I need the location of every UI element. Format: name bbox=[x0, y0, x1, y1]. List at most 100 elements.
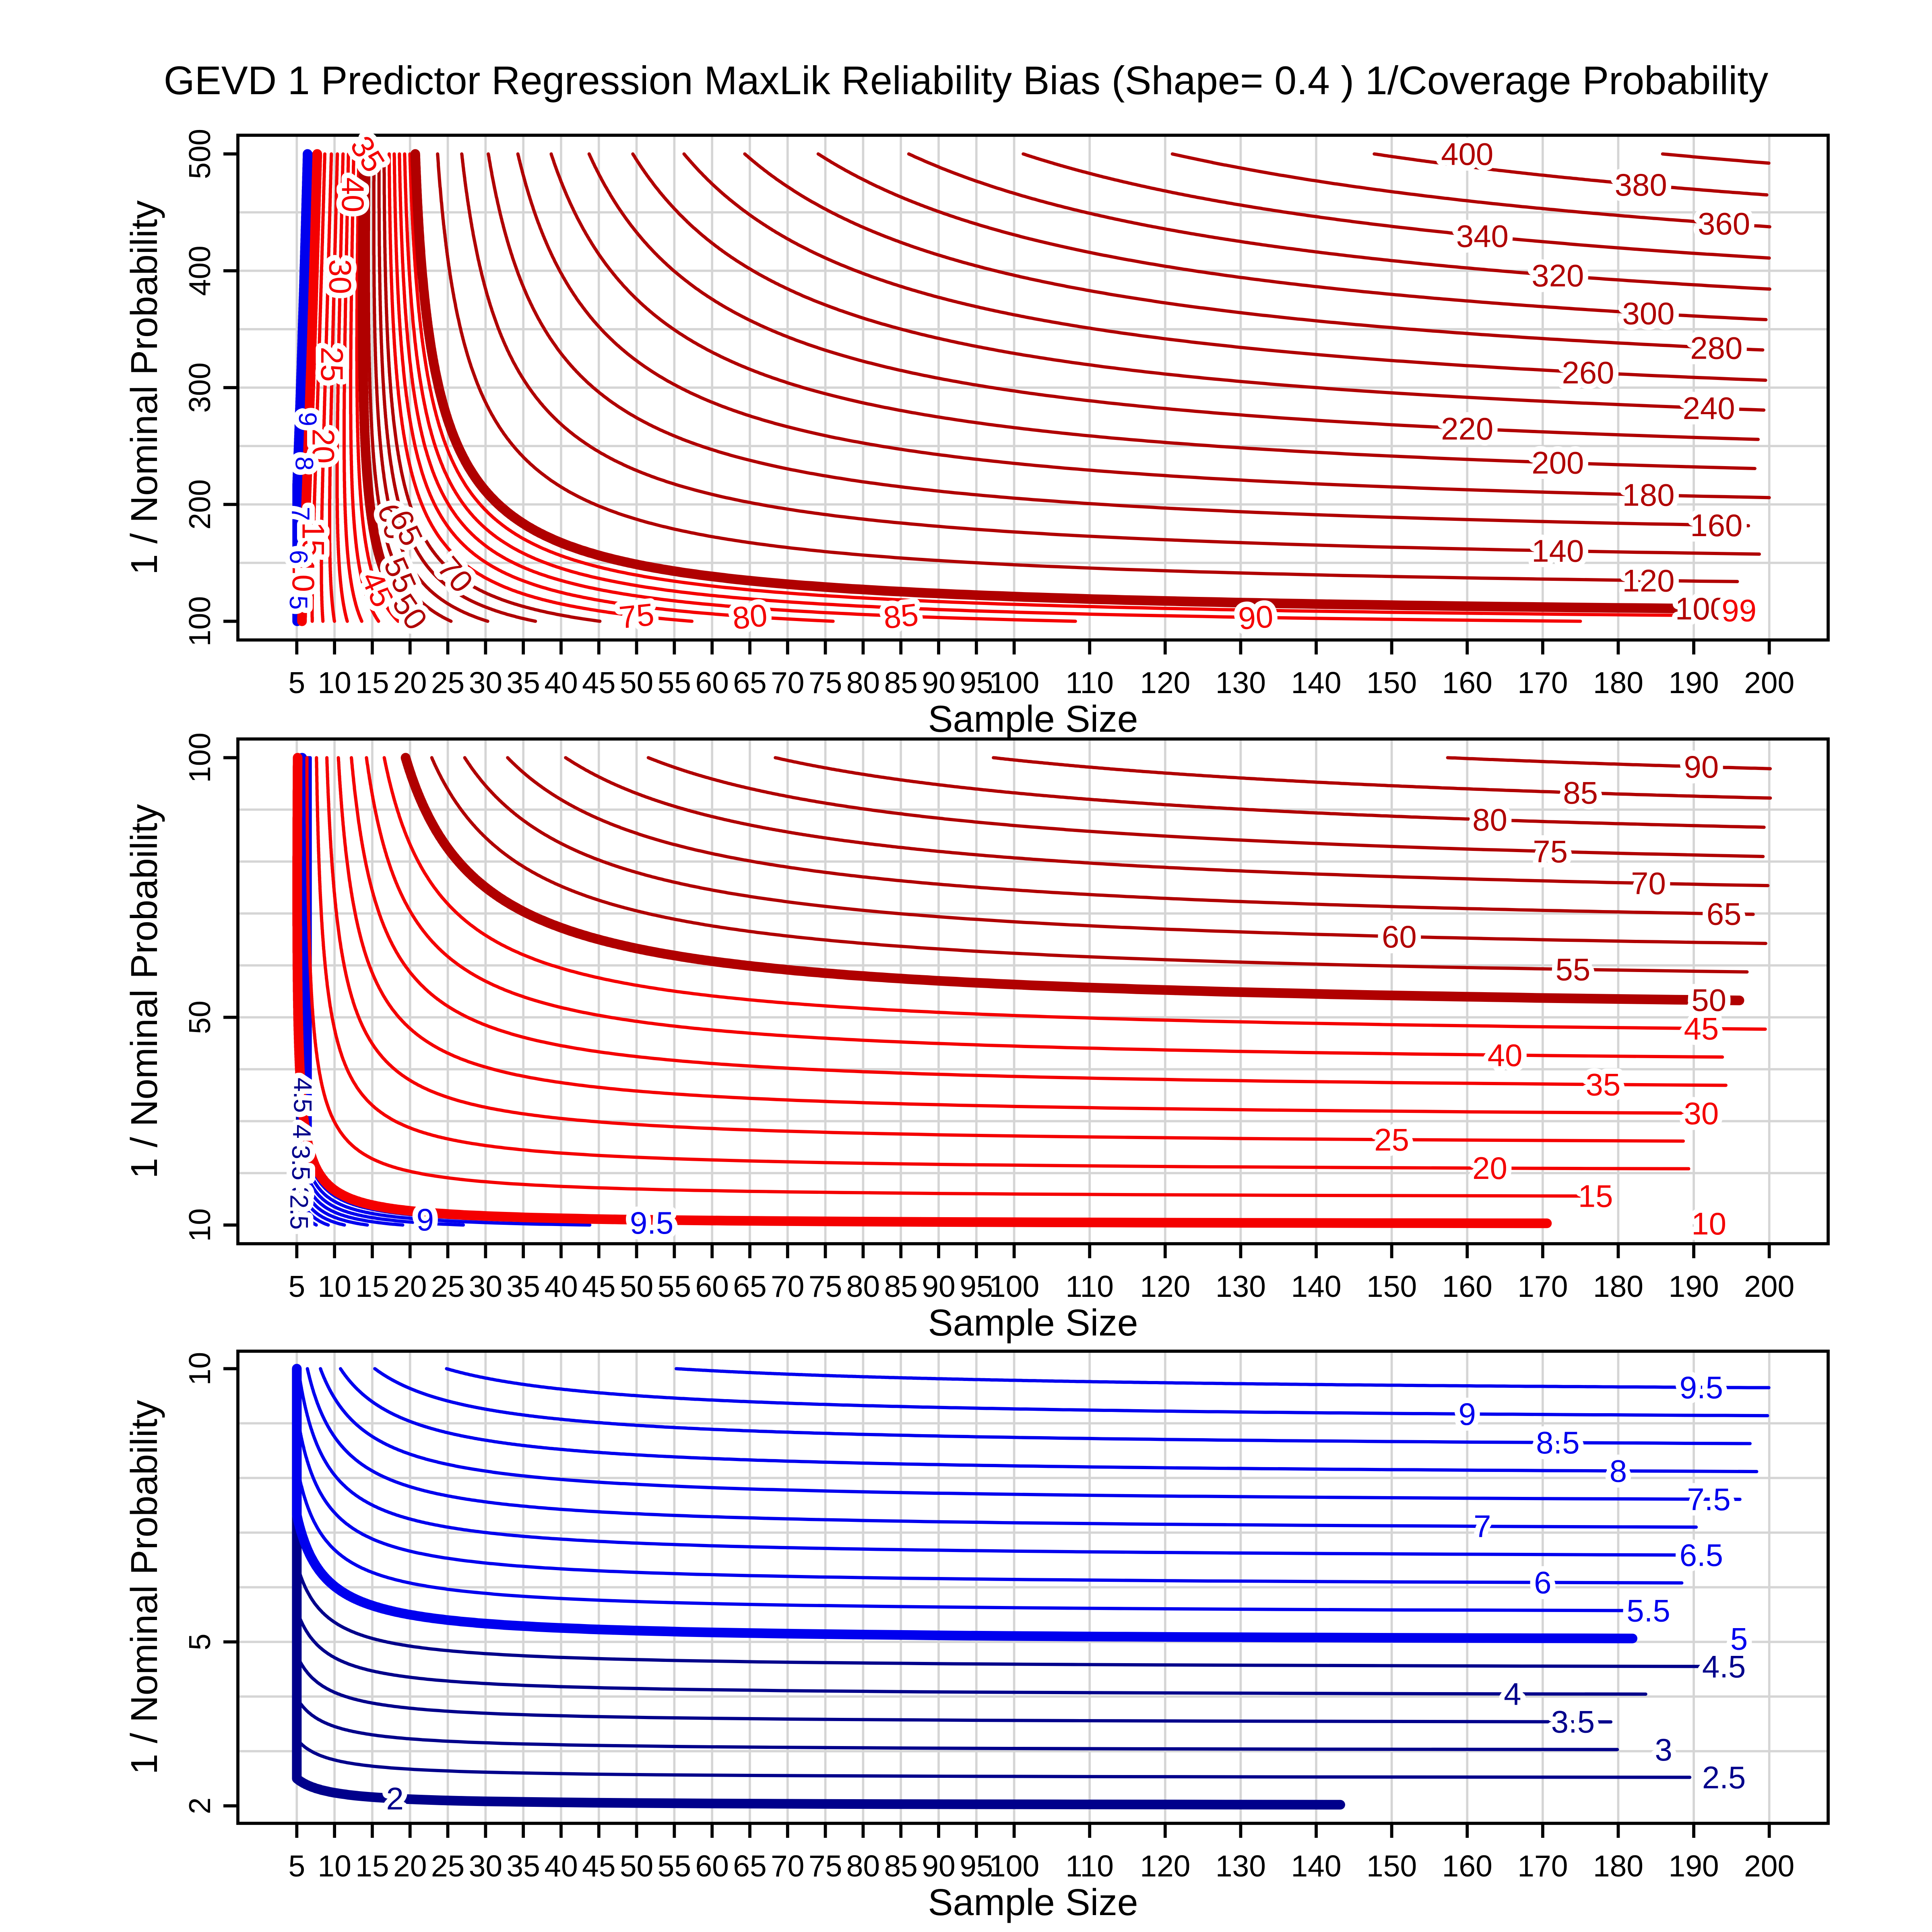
x-tick-label: 130 bbox=[1216, 1269, 1266, 1303]
x-tick-label: 75 bbox=[809, 1269, 842, 1303]
x-tick-label: 150 bbox=[1366, 666, 1417, 700]
contour-label: 20 bbox=[306, 429, 341, 464]
contour-line bbox=[292, 753, 1552, 1228]
x-tick-label: 25 bbox=[431, 1269, 464, 1303]
x-tick-label: 45 bbox=[582, 1849, 615, 1883]
x-tick-label: 200 bbox=[1744, 1269, 1794, 1303]
x-tick-label: 110 bbox=[1065, 1269, 1114, 1303]
contour-label: 3.5 bbox=[287, 1145, 315, 1181]
x-tick-label: 40 bbox=[544, 1269, 578, 1303]
contour-label: 30 bbox=[1684, 1096, 1719, 1131]
y-axis-title: 1 / Nominal Probability bbox=[123, 200, 165, 575]
contour-label: 30 bbox=[322, 259, 358, 294]
x-tick-label: 30 bbox=[469, 666, 502, 700]
x-tick-label: 40 bbox=[544, 1849, 578, 1883]
x-tick-label: 160 bbox=[1442, 1849, 1492, 1883]
contour-label: 7.5 bbox=[1687, 1482, 1730, 1517]
y-tick-label: 10 bbox=[183, 1208, 217, 1242]
contour-line bbox=[410, 149, 1752, 614]
x-tick-label: 90 bbox=[922, 1269, 955, 1303]
x-tick-label: 20 bbox=[393, 666, 427, 700]
contour-line bbox=[365, 756, 1724, 1059]
x-tick-label: 40 bbox=[544, 666, 578, 700]
contour-line bbox=[516, 152, 1771, 500]
contour-label: 4.5 bbox=[288, 1077, 316, 1113]
y-axis-title: 1 / Nominal Probability bbox=[123, 804, 165, 1179]
contour-line bbox=[1446, 756, 1772, 770]
panel-border bbox=[236, 1350, 1830, 1825]
x-tick-label: 100 bbox=[989, 666, 1039, 700]
x-tick-label: 20 bbox=[393, 1269, 427, 1303]
contour-label: 9 bbox=[1459, 1396, 1476, 1432]
contour-label: 340 bbox=[1456, 219, 1509, 254]
contour-label: 75 bbox=[617, 597, 656, 636]
contour-label: 9 bbox=[293, 412, 322, 426]
contour-label: 75 bbox=[1533, 834, 1568, 869]
x-tick-label: 65 bbox=[733, 1849, 766, 1883]
contour-line bbox=[328, 152, 339, 623]
contour-label: 320 bbox=[1532, 258, 1584, 293]
x-tick-label: 130 bbox=[1216, 1849, 1266, 1883]
y-tick-label: 5 bbox=[183, 1633, 217, 1650]
x-axis-title: Sample Size bbox=[928, 1881, 1138, 1923]
contour-line bbox=[430, 756, 1749, 974]
x-tick-label: 200 bbox=[1744, 1849, 1794, 1883]
contour-line bbox=[403, 152, 1582, 623]
x-tick-label: 10 bbox=[318, 1269, 351, 1303]
contour-label: 10 bbox=[1691, 1206, 1726, 1241]
contour-line bbox=[297, 149, 322, 626]
contour-label: 70 bbox=[1631, 866, 1666, 901]
contour-label: 85 bbox=[881, 597, 920, 636]
contour-label: 25 bbox=[1374, 1122, 1409, 1157]
contour-label: 100 bbox=[1675, 591, 1728, 626]
y-tick-label: 400 bbox=[183, 246, 217, 296]
y-tick-label: 50 bbox=[183, 1001, 217, 1034]
contour-label: 2.5 bbox=[1702, 1760, 1746, 1795]
x-tick-label: 85 bbox=[884, 666, 917, 700]
panel-3: 5 10 15 20 25 30 35 40 45 50 55 60 65 70 75 80 85 90 95100… bbox=[123, 1350, 1830, 1923]
contour-line bbox=[506, 756, 1755, 916]
x-tick-label: 150 bbox=[1366, 1849, 1417, 1883]
y-axis-title: 1 / Nominal Probability bbox=[123, 1400, 165, 1775]
x-tick-label: 5 bbox=[288, 1269, 305, 1303]
x-tick-label: 35 bbox=[506, 1269, 540, 1303]
contour-label: 85 bbox=[1563, 775, 1598, 811]
y-tick-label: 200 bbox=[183, 479, 217, 530]
contour-label: 25 bbox=[314, 347, 350, 382]
x-tick-label: 45 bbox=[582, 1269, 615, 1303]
contour-label: 80 bbox=[1472, 802, 1507, 838]
contour-line bbox=[907, 152, 1771, 291]
x-tick-label: 180 bbox=[1593, 1269, 1643, 1303]
x-tick-label: 95 bbox=[960, 666, 993, 700]
contour-line bbox=[392, 152, 835, 623]
contour-label: 15 bbox=[296, 522, 331, 557]
x-tick-label: 95 bbox=[960, 1849, 993, 1883]
contour-line bbox=[774, 756, 1766, 829]
x-tick-label: 85 bbox=[884, 1269, 917, 1303]
x-tick-label: 70 bbox=[771, 666, 804, 700]
contour-label: 380 bbox=[1615, 167, 1667, 202]
x-tick-label: 15 bbox=[355, 1849, 389, 1883]
contour-line bbox=[325, 756, 1685, 1143]
x-axis-title: Sample Size bbox=[928, 1302, 1138, 1344]
contour-line bbox=[336, 756, 1722, 1115]
panel-border bbox=[236, 737, 1830, 1245]
x-tick-label: 25 bbox=[431, 666, 464, 700]
x-tick-label: 120 bbox=[1140, 666, 1190, 700]
x-tick-label: 90 bbox=[922, 666, 955, 700]
x-tick-label: 50 bbox=[620, 666, 653, 700]
x-tick-label: 30 bbox=[469, 1269, 502, 1303]
contour-label: 240 bbox=[1683, 390, 1735, 426]
contour-label: 3.5 bbox=[1551, 1704, 1595, 1740]
x-tick-label: 10 bbox=[318, 666, 351, 700]
contour-label: 2.5 bbox=[285, 1195, 313, 1230]
contour-label: 10 bbox=[286, 557, 321, 592]
contour-label: 120 bbox=[1622, 563, 1674, 598]
contour-line bbox=[436, 152, 1739, 583]
contour-label: 8 bbox=[1610, 1453, 1627, 1488]
x-tick-label: 85 bbox=[884, 1849, 917, 1883]
contour-line bbox=[358, 149, 427, 626]
contour-label: 15 bbox=[1578, 1179, 1613, 1214]
contour-label: 220 bbox=[1441, 411, 1493, 446]
